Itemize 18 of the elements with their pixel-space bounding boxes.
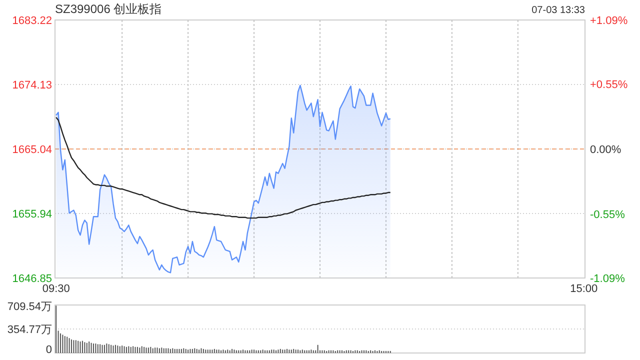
y-tick-label: 1683.22 [12,15,52,27]
x-tick-label: 15:00 [570,283,598,295]
y-tick-label: 709.54万 [7,301,52,313]
y-tick-label: 0 [46,344,52,356]
y-tick-label: 1655.94 [12,208,52,221]
y2-tick-label: -0.55% [590,209,626,222]
y2-tick-label: 0.00% [590,144,622,156]
y-tick-label: 1665.04 [12,144,52,156]
y2-tick-label: -1.09% [590,273,626,285]
y2-tick-label: +0.55% [590,78,628,91]
line-series [56,116,391,219]
chart-title: SZ399006 创业板指 [55,2,162,16]
y-tick-label: 354.77万 [7,324,52,336]
y2-tick-label: +1.09% [590,15,628,27]
x-tick-label: 09:30 [42,283,70,295]
y-tick-label: 1674.13 [12,79,52,92]
y-tick-label: 1646.85 [12,273,52,285]
text: 07-03 13:33 [532,5,586,16]
